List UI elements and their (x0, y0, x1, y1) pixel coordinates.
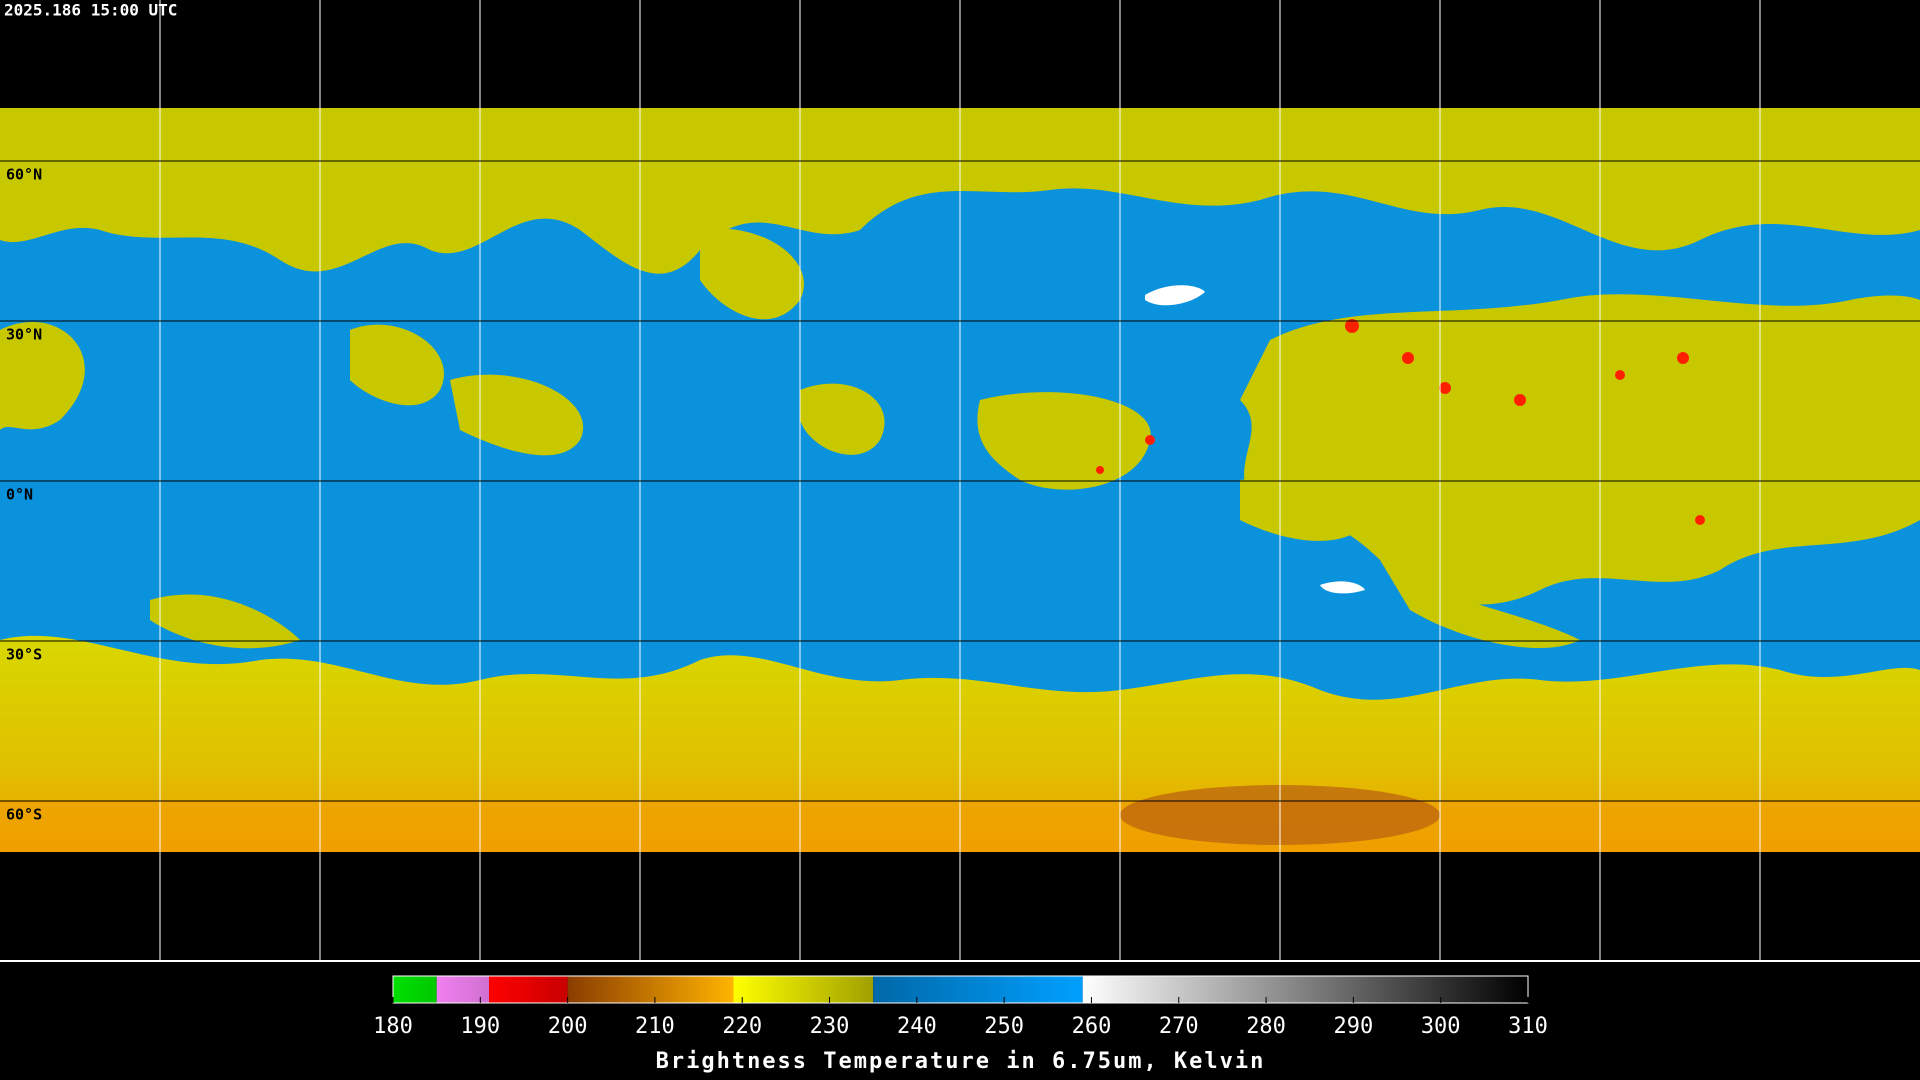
latitude-label: 60°N (6, 166, 42, 184)
timestamp: 2025.186 15:00 UTC (4, 1, 177, 20)
colorbar: 180 190 200 210 220 230 240 250 260 270 280 290 300 3… (373, 975, 1548, 1074)
colorbar-tick-label: 200 (548, 1014, 588, 1039)
colorbar-tick-label: 180 (373, 1014, 413, 1039)
colorbar-segment (733, 976, 874, 1003)
map-border (0, 960, 1920, 962)
colorbar-tick-label: 260 (1072, 1014, 1112, 1039)
colorbar-tick-label: 220 (722, 1014, 762, 1039)
colorbar-segment (873, 976, 1083, 1003)
colorbar-tick-label: 210 (635, 1014, 675, 1039)
latitude-label: 0°N (6, 486, 33, 504)
colorbar-title: Brightness Temperature in 6.75um, Kelvin (656, 1049, 1266, 1074)
colorbar-tick-label: 240 (897, 1014, 937, 1039)
colorbar-segment (567, 976, 734, 1003)
colorbar-tick-label: 250 (984, 1014, 1024, 1039)
colorbar-segment (393, 976, 437, 1003)
colorbar-tick-label: 310 (1508, 1014, 1548, 1039)
latitude-lines: 60°N 30°N 0°N 30°S 60°S (0, 160, 1920, 823)
colorbar-tick-label: 270 (1159, 1014, 1199, 1039)
colorbar-tick-label: 280 (1246, 1014, 1286, 1039)
colorbar-tick-label: 300 (1421, 1014, 1461, 1039)
colorbar-segment (1082, 976, 1528, 1003)
latitude-label: 30°N (6, 326, 42, 344)
longitude-lines (159, 0, 1761, 960)
colorbar-segment (436, 976, 490, 1003)
latitude-label: 30°S (6, 645, 42, 663)
colorbar-segment (489, 976, 568, 1003)
colorbar-tick-label: 290 (1334, 1014, 1374, 1039)
colorbar-tick-label: 230 (810, 1014, 850, 1039)
latitude-label: 60°S (6, 805, 42, 823)
colorbar-frame (392, 975, 1529, 1004)
colorbar-tick-label: 190 (460, 1014, 500, 1039)
